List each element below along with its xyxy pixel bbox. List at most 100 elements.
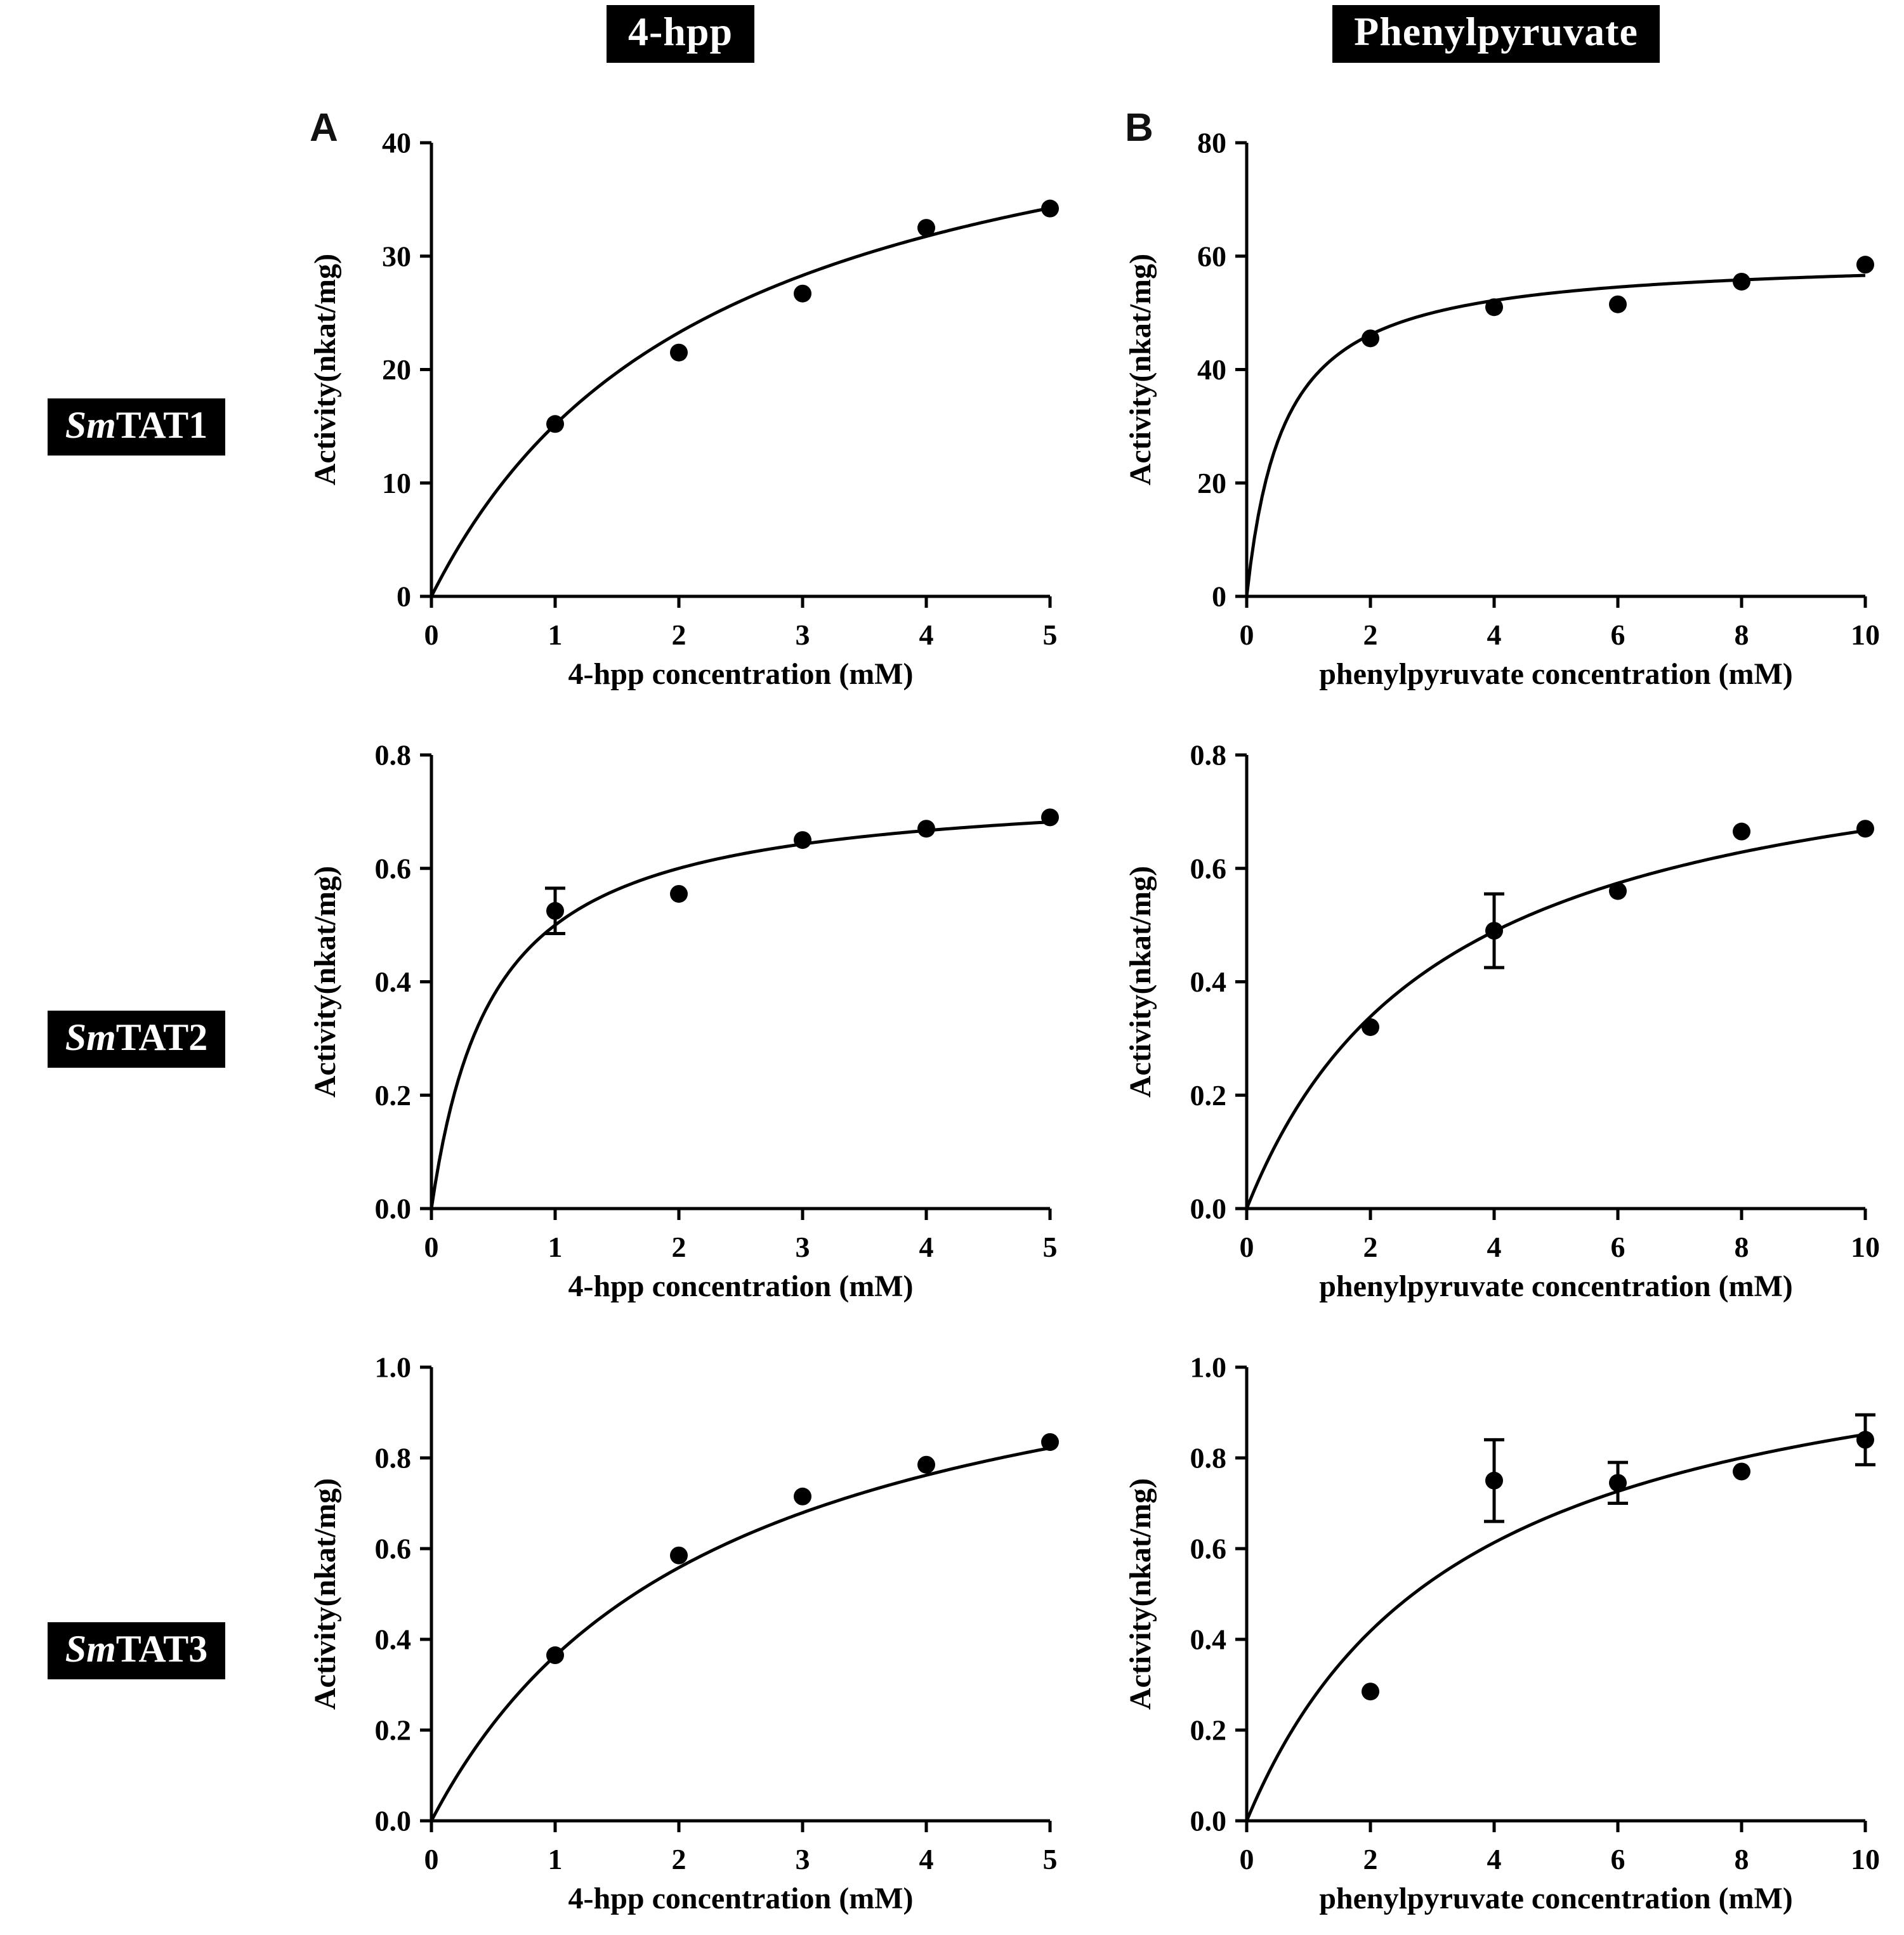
row-label-cell-smtat3: SmTAT3 [0, 1320, 273, 1931]
svg-text:6: 6 [1611, 1843, 1625, 1875]
chart-panel-smtat2-phenylpyruvate: 0.0 0.2 0.4 0.6 0.8 0 2 4 6 8 10 phenylpyruvate con… [1088, 707, 1904, 1320]
svg-text:0: 0 [1240, 619, 1254, 651]
svg-text:0.0: 0.0 [375, 1805, 412, 1837]
svg-text:Activity(nkat/mg): Activity(nkat/mg) [308, 866, 342, 1098]
svg-text:3: 3 [796, 1843, 810, 1875]
svg-text:8: 8 [1735, 1231, 1749, 1263]
svg-text:8: 8 [1735, 1843, 1749, 1875]
svg-text:1: 1 [548, 1231, 563, 1263]
svg-text:1.0: 1.0 [1190, 1351, 1227, 1384]
svg-text:2: 2 [672, 1843, 686, 1875]
chart-smtat2-4hpp-svg: 0.0 0.2 0.4 0.6 0.8 0 1 2 3 4 5 4-hpp concentration… [308, 739, 1059, 1303]
chart-panel-smtat1-4hpp: A 0 10 20 30 40 0 1 2 3 4 5 4-hpp concentration (mM… [273, 95, 1088, 707]
svg-text:4: 4 [1487, 1843, 1502, 1875]
svg-text:0: 0 [1240, 1231, 1254, 1263]
svg-text:1: 1 [548, 1843, 563, 1875]
svg-text:2: 2 [672, 619, 686, 651]
chart-panel-smtat2-4hpp: 0.0 0.2 0.4 0.6 0.8 0 1 2 3 4 5 4-hpp concentration… [273, 707, 1088, 1320]
svg-text:80: 80 [1197, 127, 1226, 159]
svg-text:Activity(nkat/mg): Activity(nkat/mg) [1124, 254, 1157, 485]
svg-text:4: 4 [1487, 619, 1502, 651]
svg-text:0.4: 0.4 [375, 966, 412, 998]
svg-text:0: 0 [1212, 580, 1226, 613]
svg-text:0: 0 [424, 1231, 439, 1263]
row-label-smtat2: SmTAT2 [47, 1010, 226, 1068]
svg-text:0.2: 0.2 [375, 1079, 412, 1112]
svg-text:0.4: 0.4 [375, 1623, 412, 1656]
row-label-cell-smtat1: SmTAT1 [0, 95, 273, 707]
svg-text:0.6: 0.6 [1190, 1533, 1227, 1565]
row-label-smtat3: SmTAT3 [47, 1622, 226, 1679]
svg-text:0: 0 [1240, 1843, 1254, 1875]
svg-text:Activity(nkat/mg): Activity(nkat/mg) [1124, 866, 1157, 1098]
svg-text:20: 20 [1197, 467, 1226, 499]
svg-text:6: 6 [1611, 1231, 1625, 1263]
svg-text:0: 0 [397, 580, 411, 613]
svg-text:0.8: 0.8 [1190, 739, 1227, 771]
chart-smtat1-4hpp-svg: 0 10 20 30 40 0 1 2 3 4 5 4-hpp concentration (mM) A… [308, 127, 1059, 691]
row-label-smtat3-prefix: Sm [65, 1628, 116, 1670]
svg-text:5: 5 [1043, 1843, 1058, 1875]
column-header-cell-phenylpyruvate: Phenylpyruvate [1088, 0, 1904, 95]
svg-text:Activity(nkat/mg): Activity(nkat/mg) [1124, 1478, 1157, 1710]
svg-text:0.0: 0.0 [1190, 1805, 1227, 1837]
row-label-smtat3-name: TAT3 [115, 1628, 208, 1670]
svg-text:10: 10 [1851, 1231, 1880, 1263]
chart-panel-smtat3-phenylpyruvate: 0.0 0.2 0.4 0.6 0.8 1.0 0 2 4 6 8 10 phenylpyruvate … [1088, 1320, 1904, 1931]
row-label-smtat2-name: TAT2 [115, 1016, 208, 1058]
row-label-smtat1-name: TAT1 [115, 403, 208, 446]
chart-panel-smtat1-phenylpyruvate: B 0 20 40 60 80 0 2 4 6 8 10 phenylpyruvate concent… [1088, 95, 1904, 707]
svg-text:3: 3 [796, 1231, 810, 1263]
svg-text:20: 20 [382, 353, 411, 386]
svg-text:5: 5 [1043, 619, 1058, 651]
header-spacer [0, 0, 273, 95]
svg-text:Activity(nkat/mg): Activity(nkat/mg) [308, 1478, 342, 1710]
svg-text:4-hpp concentration (mM): 4-hpp concentration (mM) [568, 657, 914, 691]
svg-text:0.8: 0.8 [1190, 1442, 1227, 1474]
svg-text:0: 0 [424, 1843, 439, 1875]
svg-text:0: 0 [424, 619, 439, 651]
svg-text:0.0: 0.0 [375, 1193, 412, 1225]
svg-text:10: 10 [1851, 619, 1880, 651]
svg-text:phenylpyruvate concentration (: phenylpyruvate concentration (mM) [1319, 1882, 1793, 1915]
svg-text:4: 4 [919, 619, 934, 651]
svg-text:3: 3 [796, 619, 810, 651]
svg-text:1.0: 1.0 [375, 1351, 412, 1384]
svg-text:2: 2 [672, 1231, 686, 1263]
chart-smtat1-phenylpyruvate-svg: 0 20 40 60 80 0 2 4 6 8 10 phenylpyruvate concentra… [1124, 127, 1880, 691]
svg-text:0.2: 0.2 [375, 1714, 412, 1747]
svg-text:0.4: 0.4 [1190, 1623, 1227, 1656]
svg-text:0.6: 0.6 [375, 1533, 412, 1565]
svg-text:4: 4 [919, 1231, 934, 1263]
svg-text:40: 40 [382, 127, 411, 159]
row-label-cell-smtat2: SmTAT2 [0, 707, 273, 1320]
svg-text:10: 10 [1851, 1843, 1880, 1875]
svg-text:0.2: 0.2 [1190, 1079, 1227, 1112]
svg-text:phenylpyruvate concentration (: phenylpyruvate concentration (mM) [1319, 1269, 1793, 1303]
svg-text:0.6: 0.6 [375, 852, 412, 884]
svg-text:30: 30 [382, 240, 411, 272]
row-label-smtat2-prefix: Sm [65, 1016, 116, 1058]
svg-text:1: 1 [548, 619, 563, 651]
svg-text:4-hpp concentration (mM): 4-hpp concentration (mM) [568, 1269, 914, 1303]
column-header-phenylpyruvate: Phenylpyruvate [1332, 5, 1660, 63]
svg-text:10: 10 [382, 467, 411, 499]
svg-text:0.6: 0.6 [1190, 852, 1227, 884]
svg-text:0.8: 0.8 [375, 1442, 412, 1474]
panel-letter-a: A [310, 106, 338, 150]
svg-text:4: 4 [919, 1843, 934, 1875]
chart-smtat3-4hpp-svg: 0.0 0.2 0.4 0.6 0.8 1.0 0 1 2 3 4 5 4-hpp concentrat… [308, 1351, 1059, 1915]
svg-text:0.4: 0.4 [1190, 966, 1227, 998]
svg-text:8: 8 [1735, 619, 1749, 651]
svg-text:6: 6 [1611, 619, 1625, 651]
svg-text:4: 4 [1487, 1231, 1502, 1263]
svg-text:2: 2 [1363, 619, 1378, 651]
svg-text:0.0: 0.0 [1190, 1193, 1227, 1225]
chart-smtat2-phenylpyruvate-svg: 0.0 0.2 0.4 0.6 0.8 0 2 4 6 8 10 phenylpyruvate con… [1124, 739, 1880, 1303]
panel-letter-b: B [1125, 106, 1153, 150]
column-header-cell-4hpp: 4-hpp [273, 0, 1088, 95]
chart-panel-smtat3-4hpp: 0.0 0.2 0.4 0.6 0.8 1.0 0 1 2 3 4 5 4-hpp concentrat… [273, 1320, 1088, 1931]
svg-text:0.8: 0.8 [375, 739, 412, 771]
row-label-smtat1: SmTAT1 [47, 398, 226, 456]
